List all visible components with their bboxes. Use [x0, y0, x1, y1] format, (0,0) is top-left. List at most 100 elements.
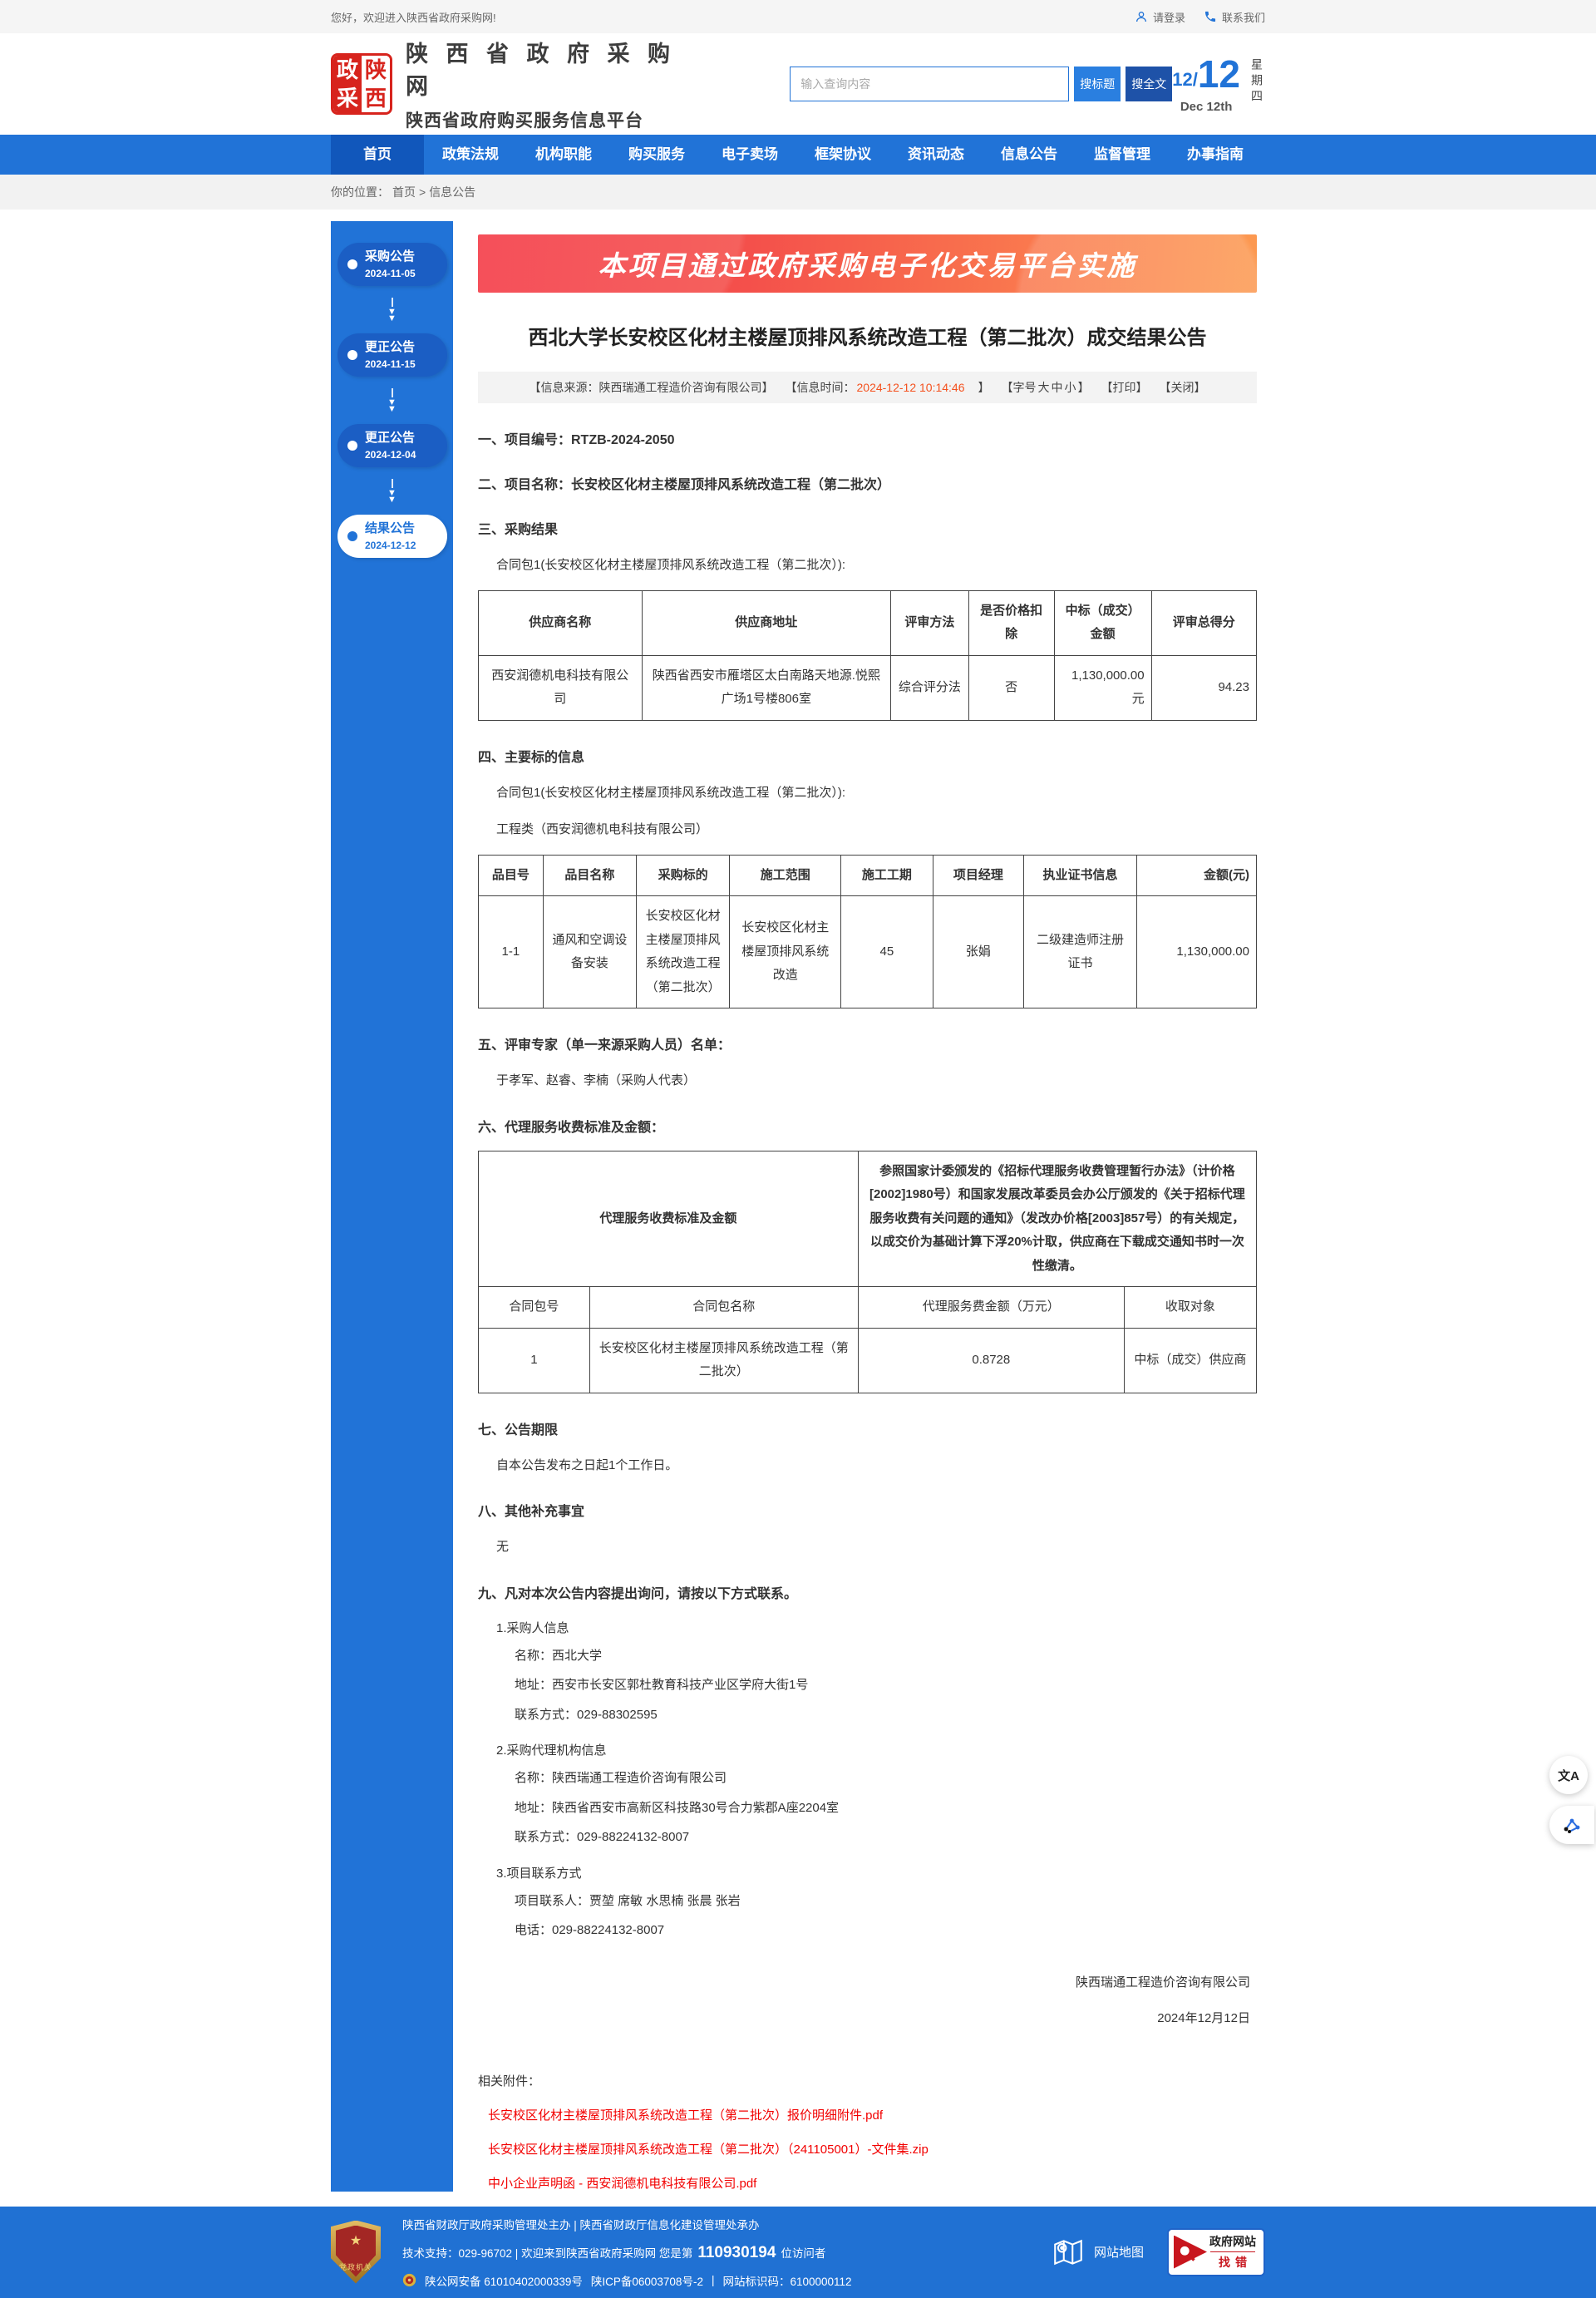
- emblem-label: 党政机关: [338, 2262, 372, 2271]
- site-header: 政 陕 采 西 陕 西 省 政 府 采 购 网 陕西省政府购买服务信息平台 搜标…: [0, 33, 1596, 135]
- breadcrumb-label: 你的位置：: [331, 185, 389, 199]
- user-icon: [1135, 12, 1146, 22]
- result-table: 供应商名称 供应商地址 评审方法 是否价格扣除 中标（成交）金额 评审总得分 西…: [478, 589, 1258, 721]
- meta-bar: 【信息来源：陕西瑞通工程造价咨询有限公司】 【信息时间： 2024-12-12 …: [478, 372, 1257, 403]
- footer: ★ 党政机关 陕西省财政厅政府采购管理处主办 | 陕西省财政厅信息化建设管理处承…: [0, 2206, 1596, 2298]
- site-title: 陕 西 省 政 府 采 购 网: [406, 42, 677, 99]
- public-security-badge-icon: [402, 2273, 416, 2287]
- timeline-step-correction-1[interactable]: 更正公告 2024-11-15: [337, 333, 447, 377]
- breadcrumb-current-link[interactable]: 信息公告: [429, 185, 476, 199]
- nav-item-supervision[interactable]: 监督管理: [1094, 146, 1150, 162]
- platform-banner: 本项目通过政府采购电子化交易平台实施: [478, 234, 1257, 293]
- step-dot-icon: [347, 531, 357, 541]
- login-link[interactable]: 请登录: [1135, 9, 1185, 25]
- buyer-name: 名称：西北大学: [515, 1648, 603, 1663]
- arrow-down-icon: ▼ ▼: [331, 479, 453, 505]
- table-header: 是否价格扣除: [968, 589, 1055, 656]
- footer-support-text: 技术支持：029-96702 | 欢迎来到陕西省政府采购网 您是第: [402, 2246, 693, 2260]
- font-size-small-button[interactable]: 小: [1064, 381, 1076, 394]
- step-title: 更正公告: [365, 431, 416, 445]
- search-fulltext-button[interactable]: 搜全文: [1126, 67, 1173, 101]
- search-input[interactable]: [790, 67, 1070, 101]
- review-method-cell: 综合评分法: [890, 654, 969, 721]
- police-beian-link[interactable]: 陕公网安备 61010402000339号: [425, 2275, 583, 2288]
- timeline-step-correction-2[interactable]: 更正公告 2024-12-04: [337, 424, 447, 467]
- step-dot-icon: [347, 350, 357, 360]
- table-header: 项目经理: [932, 854, 1025, 896]
- section-procurement-result: 三、采购结果: [478, 523, 559, 537]
- attachment-link-file-set-zip[interactable]: 长安校区化材主楼屋顶排风系统改造工程（第二批次）（241105001）-文件集.…: [488, 2142, 929, 2157]
- award-amount-cell: 1,130,000.00元: [1053, 654, 1152, 721]
- attachment-link-sme-declaration-pdf[interactable]: 中小企业声明函 - 西安润德机电科技有限公司.pdf: [488, 2176, 757, 2191]
- step-title: 结果公告: [365, 521, 416, 535]
- error-flag-icon: [1174, 2235, 1207, 2269]
- date-weekday: 星期四: [1250, 57, 1264, 106]
- icp-beian-link[interactable]: 陕ICP备06003708号-2: [590, 2275, 703, 2288]
- attachment-link-quote-detail-pdf[interactable]: 长安校区化材主楼屋顶排风系统改造工程（第二批次）报价明细附件.pdf: [488, 2108, 884, 2123]
- project-manager-cell: 张娟: [932, 895, 1025, 1008]
- project-contact-phone: 电话：029-88224132-8007: [515, 1923, 665, 1937]
- star-icon: ★: [349, 2233, 362, 2248]
- table-header: 执业证书信息: [1023, 854, 1137, 896]
- font-size-medium-button[interactable]: 中: [1051, 381, 1063, 394]
- amount-cell: 1,130,000.00: [1135, 895, 1258, 1008]
- review-score-cell: 94.23: [1150, 654, 1258, 721]
- announcement-title: 西北大学长安校区化材主楼屋顶排风系统改造工程（第二批次）成交结果公告: [528, 327, 1207, 349]
- nav-item-framework-agreement[interactable]: 框架协议: [815, 146, 871, 162]
- nav-item-news[interactable]: 资讯动态: [908, 146, 964, 162]
- contact-us-label: 联系我们: [1221, 11, 1265, 24]
- search-title-button[interactable]: 搜标题: [1074, 67, 1121, 101]
- table-header: 中标（成交）金额: [1053, 589, 1152, 656]
- info-source: 【信息来源：陕西瑞通工程造价咨询有限公司】: [529, 381, 774, 394]
- font-size-large-button[interactable]: 大: [1037, 381, 1050, 394]
- info-time-label: 【信息时间：: [785, 381, 855, 394]
- table-header: 施工范围: [729, 854, 842, 896]
- logo-char: 陕: [362, 56, 390, 84]
- site-logo[interactable]: 政 陕 采 西: [331, 53, 392, 115]
- party-government-emblem: ★ 党政机关: [331, 2220, 381, 2284]
- gov-site-error-report-badge[interactable]: 政府网站 找错: [1167, 2227, 1265, 2276]
- footer-support-line: 技术支持：029-96702 | 欢迎来到陕西省政府采购网 您是第 110930…: [402, 2244, 852, 2262]
- font-size-close-bracket: 】: [1077, 381, 1090, 394]
- table-header: 品目名称: [542, 854, 638, 896]
- translate-icon: 文A: [1558, 1768, 1579, 1783]
- item-name-cell: 通风和空调设备安装: [542, 895, 638, 1008]
- step-date: 2024-11-15: [365, 358, 416, 370]
- sitemap-link[interactable]: 网站地图: [1051, 2235, 1144, 2270]
- timeline-step-result-announcement[interactable]: 结果公告 2024-12-12: [337, 515, 447, 558]
- table-row: 1-1 通风和空调设备安装 长安校区化材主楼屋顶排风系统改造工程（第二批次） 长…: [478, 895, 1258, 1008]
- badge-bottom-label: 找错: [1219, 2256, 1252, 2269]
- section-subject-info: 四、主要标的信息: [478, 750, 585, 765]
- package-number-cell: 1: [478, 1327, 590, 1393]
- package-line: 合同包1(长安校区化材主楼屋顶排风系统改造工程（第二批次）):: [496, 785, 846, 800]
- other-matters-text: 无: [496, 1540, 510, 1554]
- certificate-cell: 二级建造师注册证书: [1023, 895, 1137, 1008]
- breadcrumb-home-link[interactable]: 首页: [392, 185, 416, 199]
- footer-beian-line: 陕公网安备 61010402000339号 陕ICP备06003708号-2 |…: [402, 2272, 852, 2289]
- nav-item-home[interactable]: 首页: [331, 135, 424, 175]
- timeline-step-procurement-announcement[interactable]: 采购公告 2024-11-05: [337, 243, 447, 286]
- nav-item-functions[interactable]: 机构职能: [535, 146, 592, 162]
- close-button[interactable]: 【关闭】: [1159, 381, 1206, 394]
- nav-item-policies[interactable]: 政策法规: [442, 146, 499, 162]
- arrow-down-icon: ▼ ▼: [331, 298, 453, 323]
- footer-support-suffix: 位访问者: [781, 2246, 826, 2260]
- print-button[interactable]: 【打印】: [1101, 381, 1148, 394]
- accessibility-button[interactable]: [1549, 1806, 1594, 1844]
- footer-divider: |: [711, 2274, 715, 2286]
- nav-item-purchase-services[interactable]: 购买服务: [628, 146, 685, 162]
- table-row: 西安润德机电科技有限公司 陕西省西安市雁塔区太白南路天地源.悦熙广场1号楼806…: [478, 654, 1258, 721]
- subject-type-line: 工程类（西安润德机电科技有限公司）: [496, 822, 709, 836]
- contact-us-link[interactable]: 联系我们: [1204, 9, 1265, 25]
- construction-scope-cell: 长安校区化材主楼屋顶排风系统改造: [729, 895, 842, 1008]
- nav-item-guide[interactable]: 办事指南: [1187, 146, 1244, 162]
- table-header: 供应商地址: [641, 589, 892, 656]
- nav-item-e-mall[interactable]: 电子卖场: [722, 146, 778, 162]
- nav-item-announcements[interactable]: 信息公告: [1001, 146, 1057, 162]
- signoff-date: 2024年12月12日: [1157, 2010, 1250, 2025]
- translate-button[interactable]: 文A: [1549, 1756, 1588, 1794]
- agency-fee-desc-cell: 参照国家计委颁发的《招标代理服务收费管理暂行办法》（计价格[2002]1980号…: [857, 1150, 1258, 1287]
- signoff-company: 陕西瑞通工程造价咨询有限公司: [1075, 1975, 1250, 1990]
- table-header: 收取对象: [1123, 1286, 1258, 1329]
